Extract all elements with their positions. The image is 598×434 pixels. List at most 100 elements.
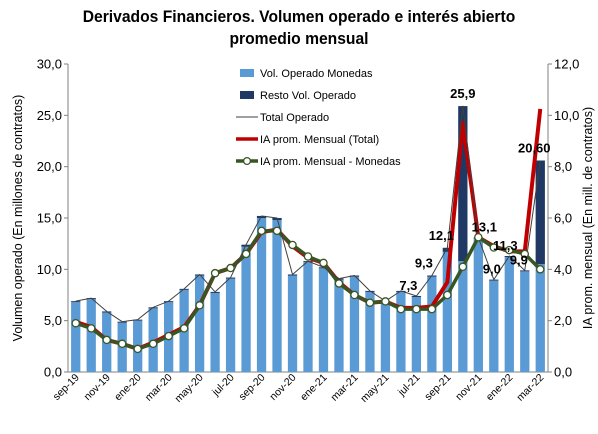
- right-tick-label: 2,0: [554, 313, 572, 328]
- x-tick-label: sep-21: [422, 372, 453, 403]
- legend-marker: [242, 156, 252, 166]
- chart-title: Derivados Financieros. Volumen operado e…: [24, 6, 574, 50]
- marker-ia-monedas: [210, 268, 220, 278]
- marker-ia-monedas: [319, 258, 328, 268]
- bar-resto: [489, 279, 499, 281]
- bar-resto: [117, 321, 127, 323]
- marker-ia-monedas: [489, 243, 499, 252]
- x-tick-label: mar-21: [329, 372, 361, 404]
- marker-ia-monedas: [458, 262, 468, 272]
- bar-monedas: [256, 218, 267, 372]
- x-tick-label: nov-21: [453, 372, 484, 403]
- marker-ia-monedas: [443, 290, 452, 300]
- data-label: 25,9: [450, 86, 475, 101]
- x-tick-label: jul-21: [395, 372, 422, 399]
- marker-ia-monedas: [350, 290, 359, 300]
- marker-ia-monedas: [226, 263, 235, 273]
- marker-ia-monedas: [474, 232, 483, 242]
- bar-monedas: [396, 291, 406, 372]
- data-label: 20,60: [518, 141, 551, 156]
- right-tick-label: 6,0: [554, 211, 572, 226]
- data-label: 9,9: [510, 252, 528, 267]
- left-tick-label: 20,0: [37, 159, 62, 174]
- bar-monedas: [489, 280, 499, 372]
- marker-ia-monedas: [412, 304, 421, 314]
- marker-ia-monedas: [505, 245, 514, 255]
- marker-ia-monedas: [86, 324, 96, 333]
- bar-monedas: [272, 220, 282, 372]
- bar-monedas: [473, 238, 483, 372]
- data-label: 13,1: [472, 220, 497, 235]
- left-tick-label: 10,0: [37, 262, 62, 277]
- data-label: 11,3: [493, 238, 518, 253]
- bar-monedas: [241, 246, 251, 372]
- marker-ia-monedas: [536, 265, 545, 274]
- legend-label: Total Operado: [260, 112, 329, 124]
- bar-monedas: [303, 262, 313, 372]
- bar-resto: [411, 296, 422, 298]
- legend-label: IA prom. Mensual (Total): [260, 134, 379, 146]
- left-tick-label: 25,0: [37, 108, 62, 123]
- bar-monedas: [71, 302, 81, 372]
- marker-ia-monedas: [288, 240, 297, 250]
- right-tick-label: 4,0: [554, 262, 572, 277]
- legend-label: IA prom. Mensual - Monedas: [260, 156, 401, 168]
- marker-ia-monedas: [164, 331, 173, 341]
- x-tick-label: ene-22: [484, 372, 516, 404]
- bar-monedas: [365, 291, 375, 372]
- x-tick-label: ene-21: [298, 372, 330, 404]
- x-tick-label: nov-19: [82, 372, 113, 403]
- x-tick-label: ene-20: [112, 372, 144, 404]
- bar-resto: [520, 270, 530, 272]
- marker-ia-monedas: [195, 301, 204, 310]
- marker-ia-monedas: [71, 318, 80, 328]
- bar-monedas: [318, 268, 329, 372]
- x-tick-label: may-20: [172, 372, 205, 405]
- marker-ia-monedas: [396, 304, 406, 314]
- y-axis-right-label: IA prom. mensual (En mill. de contratos): [581, 107, 595, 329]
- bar-monedas: [194, 275, 205, 372]
- data-label: 9,0: [483, 262, 501, 277]
- marker-ia-monedas: [148, 339, 158, 349]
- bar-monedas: [504, 257, 514, 372]
- data-label: 9,3: [415, 255, 433, 270]
- bar-monedas: [520, 271, 530, 372]
- right-tick-label: 12,0: [554, 57, 579, 72]
- legend-label: Resto Vol. Operado: [260, 90, 356, 102]
- bar-monedas: [225, 278, 236, 372]
- marker-ia-monedas: [381, 297, 390, 306]
- left-tick-label: 5,0: [44, 313, 62, 328]
- marker-ia-monedas: [179, 324, 189, 333]
- left-tick-label: 15,0: [37, 211, 62, 226]
- x-tick-label: jul-20: [209, 372, 236, 399]
- bar-monedas: [411, 297, 422, 372]
- left-tick-label: 30,0: [37, 57, 62, 72]
- chart-title-line1: Derivados Financieros. Volumen operado e…: [82, 7, 516, 26]
- bar-resto: [71, 301, 81, 303]
- bar-resto: [210, 291, 220, 293]
- bar-monedas: [287, 275, 298, 372]
- legend-swatch: [240, 69, 254, 77]
- y-axis-left-label: Volumen operado (En millones de contrato…: [11, 95, 25, 342]
- chart-title-line2: promedio mensual: [229, 29, 369, 48]
- bar-monedas: [427, 276, 437, 372]
- bar-resto: [287, 274, 298, 276]
- marker-ia-monedas: [272, 226, 282, 236]
- bar-monedas: [535, 264, 545, 372]
- bar-monedas: [349, 276, 360, 372]
- bar-monedas: [380, 302, 391, 372]
- line-total-operado: [75, 105, 541, 323]
- bar-monedas: [442, 251, 452, 372]
- marker-ia-monedas: [133, 344, 142, 354]
- x-tick-label: nov-20: [267, 372, 298, 403]
- bar-monedas: [334, 279, 344, 372]
- bar-monedas: [458, 261, 468, 372]
- right-tick-label: 10,0: [554, 108, 579, 123]
- bar-resto: [458, 106, 468, 262]
- marker-ia-monedas: [334, 279, 344, 288]
- x-tick-label: mar-22: [514, 372, 546, 404]
- bar-monedas: [86, 299, 96, 372]
- x-tick-label: may-21: [358, 372, 391, 405]
- data-label: 7,3: [399, 278, 417, 293]
